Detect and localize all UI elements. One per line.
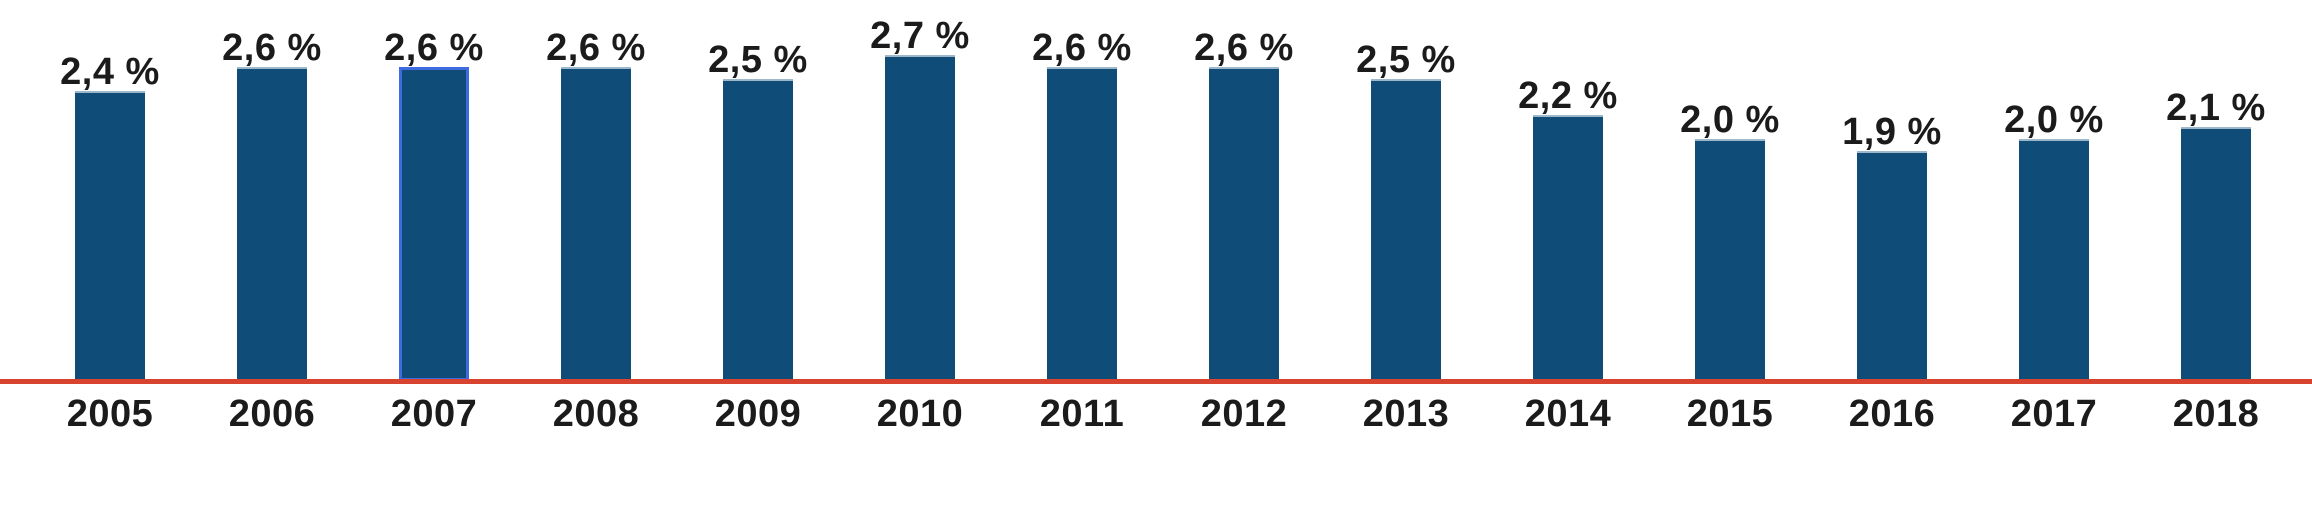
bar-group: 2,2 % bbox=[1487, 0, 1649, 381]
bar-value-label: 2,7 % bbox=[870, 15, 970, 57]
bar[interactable] bbox=[1695, 139, 1765, 381]
bar[interactable] bbox=[723, 79, 793, 381]
bar-value-label: 2,6 % bbox=[546, 27, 646, 69]
bar-value-label: 1,9 % bbox=[1842, 111, 1942, 153]
bar-group: 2,6 % bbox=[353, 0, 515, 381]
bar[interactable] bbox=[1857, 151, 1927, 381]
bar-value-label: 2,6 % bbox=[1194, 27, 1294, 69]
x-axis-tick-label: 2008 bbox=[552, 393, 640, 435]
bar-value-label: 2,5 % bbox=[1356, 39, 1456, 81]
x-axis-tick-label: 2009 bbox=[714, 393, 802, 435]
bar-group: 2,6 % bbox=[1001, 0, 1163, 381]
plot-area: 2,4 % 2,6 % 2,6 % 2,6 % 2,5 % 2,7 % 2,6 … bbox=[29, 0, 2297, 381]
x-axis-tick-label: 2011 bbox=[1039, 393, 1125, 435]
x-axis-tick-label: 2013 bbox=[1362, 393, 1450, 435]
x-axis-tick-label: 2015 bbox=[1686, 393, 1774, 435]
bar[interactable] bbox=[1047, 67, 1117, 381]
bar[interactable] bbox=[561, 67, 631, 381]
x-axis-line bbox=[0, 379, 2312, 384]
bar[interactable] bbox=[2181, 127, 2251, 381]
x-axis-tick-label: 2012 bbox=[1200, 393, 1288, 435]
bar[interactable] bbox=[399, 67, 469, 381]
x-axis-tick-label: 2014 bbox=[1524, 393, 1612, 435]
bar-value-label: 2,4 % bbox=[60, 51, 160, 93]
x-axis-tick-label: 2006 bbox=[228, 393, 316, 435]
bar-value-label: 2,6 % bbox=[384, 27, 484, 69]
bar[interactable] bbox=[2019, 139, 2089, 381]
bar-group: 1,9 % bbox=[1811, 0, 1973, 381]
bar[interactable] bbox=[1209, 67, 1279, 381]
x-axis-tick-label: 2007 bbox=[390, 393, 478, 435]
bar-group: 2,6 % bbox=[1163, 0, 1325, 381]
x-axis-tick-label: 2010 bbox=[876, 393, 964, 435]
bar-group: 2,1 % bbox=[2135, 0, 2297, 381]
bar-value-label: 2,5 % bbox=[708, 39, 808, 81]
bar-value-label: 2,6 % bbox=[222, 27, 322, 69]
bar[interactable] bbox=[885, 55, 955, 381]
x-axis-tick-label: 2017 bbox=[2010, 393, 2098, 435]
bar-value-label: 2,1 % bbox=[2166, 87, 2266, 129]
x-axis-tick-label: 2005 bbox=[66, 393, 154, 435]
x-axis-tick-row: 2005 2006 2007 2008 2009 2010 2011 2012 2013 2014… bbox=[29, 392, 2297, 438]
bar-group: 2,6 % bbox=[191, 0, 353, 381]
x-axis-tick-label: 2016 bbox=[1848, 393, 1936, 435]
bar-group: 2,7 % bbox=[839, 0, 1001, 381]
bar[interactable] bbox=[1371, 79, 1441, 381]
bar-group: 2,0 % bbox=[1973, 0, 2135, 381]
bar-group: 2,4 % bbox=[29, 0, 191, 381]
bar-value-label: 2,0 % bbox=[1680, 99, 1780, 141]
bar-group: 2,0 % bbox=[1649, 0, 1811, 381]
bar-group: 2,6 % bbox=[515, 0, 677, 381]
bar-group: 2,5 % bbox=[1325, 0, 1487, 381]
bar-value-label: 2,2 % bbox=[1518, 75, 1618, 117]
x-axis-tick-label: 2018 bbox=[2172, 393, 2260, 435]
bar-value-label: 2,0 % bbox=[2004, 99, 2104, 141]
bar-group: 2,5 % bbox=[677, 0, 839, 381]
bar[interactable] bbox=[1533, 115, 1603, 381]
bar[interactable] bbox=[237, 67, 307, 381]
bar[interactable] bbox=[75, 91, 145, 381]
bar-value-label: 2,6 % bbox=[1032, 27, 1132, 69]
